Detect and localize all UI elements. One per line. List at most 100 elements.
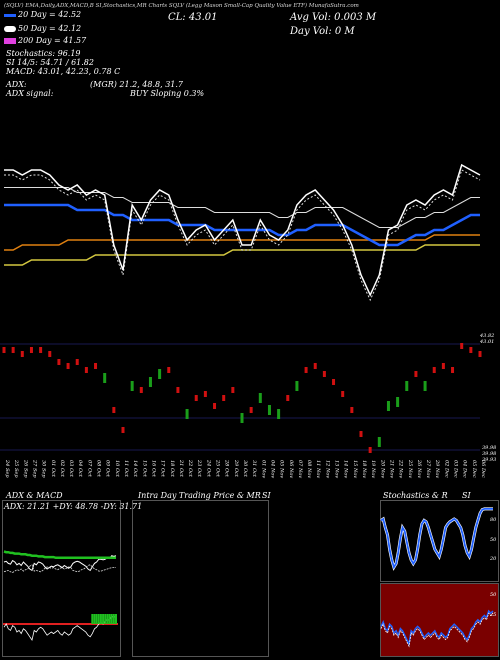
candle xyxy=(322,371,326,377)
buy-signal: BUY Sloping 0.3% xyxy=(130,89,205,98)
date-tick: 26 Sep xyxy=(22,459,28,478)
candle xyxy=(249,407,253,413)
candle xyxy=(359,431,363,437)
date-tick: 30 Oct xyxy=(242,460,248,478)
macd-bar xyxy=(102,614,105,624)
candle xyxy=(405,381,409,391)
macd-bar xyxy=(99,614,102,624)
date-tick: 22 Oct xyxy=(187,459,193,478)
si-signal-line xyxy=(380,612,494,648)
ema20-line xyxy=(4,203,480,247)
candle xyxy=(350,407,354,413)
date-tick: 24 Oct xyxy=(205,459,211,478)
date-tick: 25 Oct xyxy=(215,459,221,478)
ema200-label: 200 Day = 41.57 xyxy=(18,36,87,45)
price-label-low2: 39.98 xyxy=(482,451,497,457)
candle xyxy=(48,351,52,357)
date-tick: 08 Nov xyxy=(306,460,312,478)
adx-panel xyxy=(2,500,121,657)
intraday-panel-title: Intra Day Trading Price & MR xyxy=(138,491,261,500)
ema20-legend-swatch xyxy=(4,14,16,17)
date-tick: 18 Oct xyxy=(169,460,175,478)
date-tick: 28 Oct xyxy=(224,459,230,478)
candle xyxy=(258,393,262,403)
candle xyxy=(103,373,107,383)
candle xyxy=(66,363,70,369)
price-label-close: 43.01 xyxy=(480,339,495,345)
date-tick: 31 Oct xyxy=(251,460,257,478)
date-tick: 22 Nov xyxy=(398,459,404,478)
date-tick: 11 Oct xyxy=(123,460,129,478)
date-tick: 21 Nov xyxy=(388,459,394,478)
adx-signal-label: ADX signal: xyxy=(6,89,54,98)
macd-bar xyxy=(112,614,115,624)
candle xyxy=(75,359,79,365)
candle xyxy=(139,387,143,393)
candle xyxy=(240,413,244,423)
candle xyxy=(295,381,299,391)
macd-bar xyxy=(106,614,109,624)
adx-readout: ADX: 21.21 +DY: 48.78 -DY: 31.71 xyxy=(4,502,143,511)
ema20-label: 20 Day = 42.52 xyxy=(18,10,82,19)
date-tick: 27 Sep xyxy=(31,459,37,478)
date-tick: 16 Oct xyxy=(150,460,156,478)
candle xyxy=(231,387,235,393)
macd-bar xyxy=(110,614,113,624)
date-tick: 14 Nov xyxy=(343,460,349,478)
date-tick: 06 Nov xyxy=(288,460,294,478)
price-label-high: 43.82 xyxy=(480,333,495,339)
candle xyxy=(176,387,180,393)
date-tick: 05 Nov xyxy=(279,460,285,478)
ema50-legend-swatch xyxy=(4,26,16,32)
candle xyxy=(304,367,308,373)
candle xyxy=(414,371,418,377)
candle xyxy=(57,359,61,365)
candle xyxy=(167,367,171,373)
date-tick: 04 Dec xyxy=(462,460,468,478)
candle xyxy=(39,347,43,353)
stochastics-label: Stochastics: 96.19 xyxy=(6,49,81,58)
date-tick: 15 Nov xyxy=(352,460,358,478)
date-tick: 12 Nov xyxy=(324,460,330,478)
stochastic-line xyxy=(380,507,493,570)
date-tick: 15 Oct xyxy=(141,460,147,478)
candle xyxy=(203,391,207,397)
candle xyxy=(20,351,24,357)
price-label-low3: 39.93 xyxy=(482,457,497,463)
candle xyxy=(368,447,372,453)
date-tick: 24 Sep xyxy=(4,459,10,478)
date-tick: 29 Oct xyxy=(233,459,239,478)
candle xyxy=(84,367,88,373)
date-tick: 02 Dec xyxy=(443,460,449,478)
candle xyxy=(2,347,6,353)
candle xyxy=(386,401,390,411)
candle xyxy=(267,405,271,415)
date-tick: 07 Nov xyxy=(297,460,303,478)
signal-line xyxy=(4,169,481,302)
candle xyxy=(121,427,125,433)
header-title: (SQLV) EMA,Daily,ADX,MACD,B SI,Stochasti… xyxy=(4,3,359,9)
date-tick: 08 Oct xyxy=(96,460,102,478)
date-tick: 25 Sep xyxy=(13,459,19,478)
candle xyxy=(11,347,15,353)
candle xyxy=(194,395,198,401)
date-tick: 25 Nov xyxy=(407,459,413,478)
price-line xyxy=(4,163,481,297)
date-tick: 29 Nov xyxy=(434,459,440,478)
candle xyxy=(277,409,281,419)
candle xyxy=(341,391,345,397)
macd-bar xyxy=(115,614,117,624)
date-tick: 14 Oct xyxy=(132,460,138,478)
date-tick: 13 Nov xyxy=(334,460,340,478)
date-tick: 11 Nov xyxy=(315,460,321,478)
adx-line xyxy=(3,550,116,560)
candle xyxy=(460,343,464,349)
date-tick: 21 Oct xyxy=(178,459,184,478)
minus-di-line xyxy=(3,564,116,573)
date-tick: 03 Oct xyxy=(68,460,74,478)
close-price: CL: 43.01 xyxy=(168,12,218,23)
macd-label: MACD: 43.01, 42.23, 0.78 C xyxy=(6,67,121,76)
candle xyxy=(222,395,226,401)
candle xyxy=(441,363,445,369)
price-label-low1: 39.98 xyxy=(482,445,497,451)
